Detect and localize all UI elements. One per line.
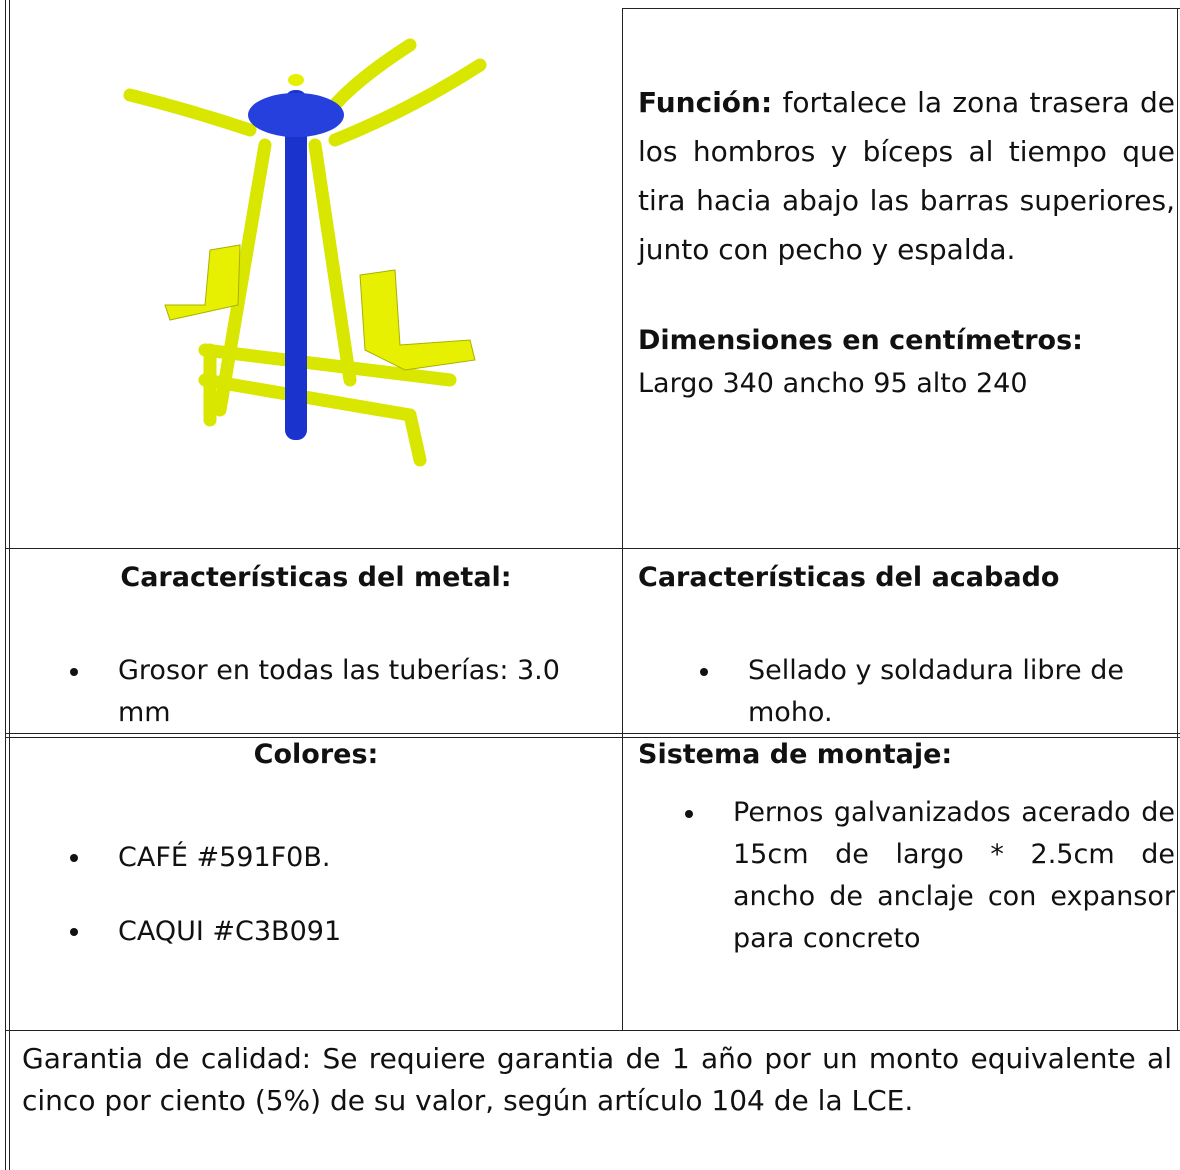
function-text: Función: fortalece la zona trasera de lo… [638,78,1175,274]
metal-list: Grosor en todas las tuberías: 3.0 mm [70,650,618,734]
border-right [1177,8,1178,1030]
dimensions-text: Largo 340 ancho 95 alto 240 [638,368,1028,399]
list-item: Pernos galvanizados acerado de 15cm de l… [685,792,1175,960]
finish-cell: Características del acabado [638,556,1175,599]
function-body: fortalece la zona trasera de los hombros… [638,86,1175,266]
colors-list: CAFÉ #591F0B. CAQUI #C3B091 [70,836,618,953]
list-item: Sellado y soldadura libre de moho. [700,650,1128,734]
colors-title: Colores: [253,739,379,770]
mounting-list: Pernos galvanizados acerado de 15cm de l… [685,792,1175,960]
mounting-cell: Sistema de montaje: [638,733,1175,776]
product-image [123,38,487,467]
border-mid [622,8,623,1030]
mounting-title: Sistema de montaje: [638,739,953,770]
warranty-text: Garantia de calidad: Se requiere garanti… [22,1042,1172,1117]
list-item: CAQUI #C3B091 [70,910,618,953]
finish-list: Sellado y soldadura libre de moho. [700,650,1128,734]
list-item: CAFÉ #591F0B. [70,836,618,879]
function-label: Función: [638,86,773,119]
border-left [5,0,10,1170]
dimensions-label: Dimensiones en centímetros: [638,325,1083,356]
finish-title: Características del acabado [638,562,1060,593]
function-cell: Función: fortalece la zona trasera de lo… [638,78,1175,405]
list-item: Grosor en todas las tuberías: 3.0 mm [70,650,618,734]
border-row [5,548,1180,549]
colors-cell: Colores: [10,733,622,776]
metal-cell: Características del metal: [10,556,622,599]
border-top [622,8,1180,9]
border-row [5,1030,1180,1031]
metal-title: Características del metal: [120,562,512,593]
border-row [5,733,1180,738]
